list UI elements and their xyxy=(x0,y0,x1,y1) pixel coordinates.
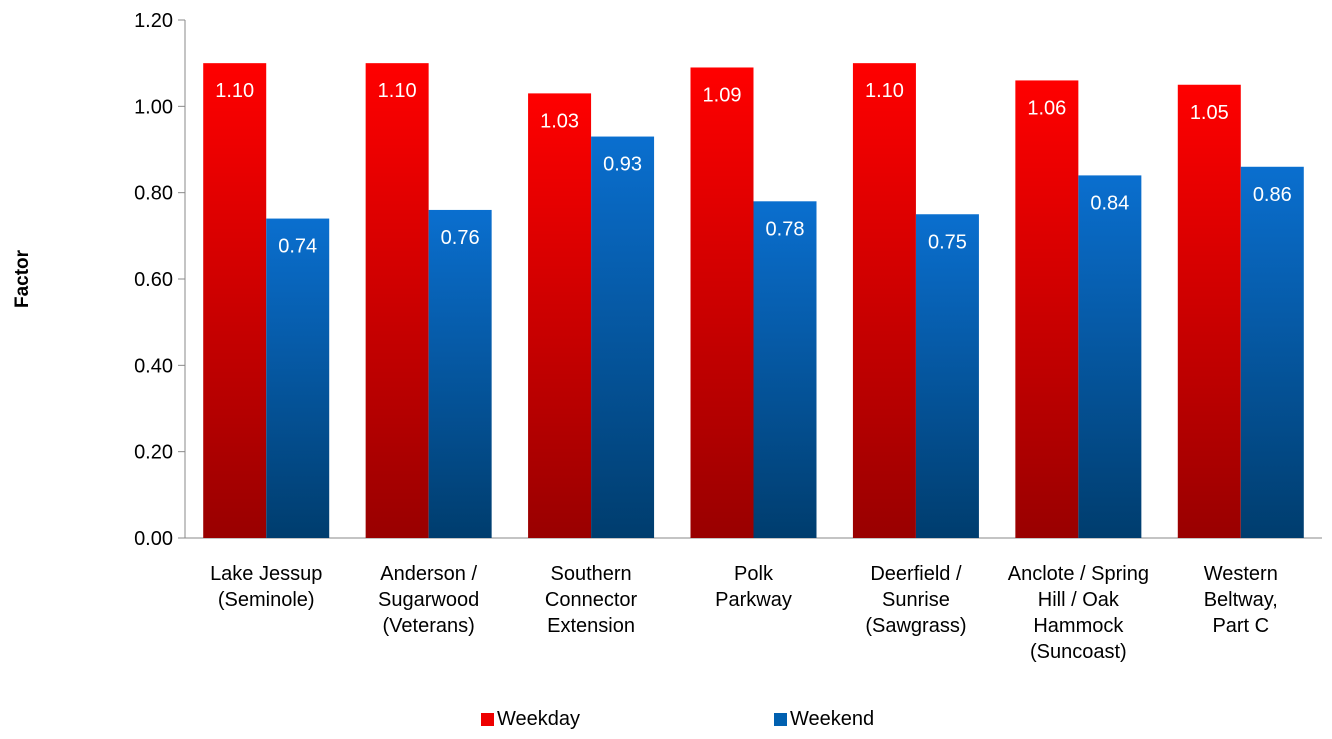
data-label-weekday-1: 1.10 xyxy=(378,80,417,102)
data-label-weekday-5: 1.06 xyxy=(1027,97,1066,119)
bar-weekend-1 xyxy=(428,209,492,538)
category-label-4: Deerfield / xyxy=(870,563,962,585)
bar-weekend-5 xyxy=(1078,175,1142,538)
bar-weekday-1 xyxy=(365,63,429,539)
y-tick-label: 0.80 xyxy=(134,183,173,205)
category-label-2: Southern xyxy=(550,563,631,585)
bar-weekend-6 xyxy=(1240,166,1304,538)
y-tick-label: 1.20 xyxy=(134,10,173,32)
category-label-6: Beltway, xyxy=(1204,589,1278,611)
bar-chart: 0.00 0.20 0.40 0.60 0.80 1.00 1.20 Factor 1.10 0… xyxy=(12,10,1322,663)
bar-weekday-6 xyxy=(1177,84,1241,538)
category-label-4: (Sawgrass) xyxy=(865,615,966,637)
data-label-weekend-4: 0.75 xyxy=(928,231,967,253)
y-tick-label: 0.60 xyxy=(134,269,173,291)
bar-weekend-2 xyxy=(591,136,655,539)
y-axis-title: Factor xyxy=(12,249,33,308)
y-tick-label: 1.00 xyxy=(134,96,173,118)
data-label-weekday-0: 1.10 xyxy=(215,80,254,102)
legend-label-weekday: Weekday xyxy=(497,708,581,730)
category-label-2: Connector xyxy=(545,589,638,611)
data-label-weekday-3: 1.09 xyxy=(703,84,742,106)
category-label-1: Sugarwood xyxy=(378,589,479,611)
data-label-weekend-6: 0.86 xyxy=(1253,184,1292,206)
legend-label-weekend: Weekend xyxy=(790,708,875,730)
data-label-weekend-5: 0.84 xyxy=(1090,192,1129,214)
bar-weekend-3 xyxy=(753,201,817,539)
data-label-weekday-4: 1.10 xyxy=(865,80,904,102)
category-label-3: Polk xyxy=(734,563,774,585)
y-tick-label: 0.20 xyxy=(134,442,173,464)
category-label-1: (Veterans) xyxy=(383,615,475,637)
data-label-weekday-2: 1.03 xyxy=(540,110,579,132)
category-label-5: Hammock xyxy=(1033,615,1124,637)
legend-swatch-weekend xyxy=(774,713,787,726)
category-label-6: Western xyxy=(1204,563,1278,585)
legend-item-weekday: Weekday xyxy=(481,708,580,731)
legend-item-weekend: Weekend xyxy=(774,708,874,731)
bar-weekday-0 xyxy=(203,63,267,539)
data-label-weekend-1: 0.76 xyxy=(441,227,480,249)
category-label-5: Anclote / Spring xyxy=(1008,563,1149,585)
data-label-weekend-2: 0.93 xyxy=(603,154,642,176)
data-label-weekend-3: 0.78 xyxy=(766,218,805,240)
category-label-5: (Suncoast) xyxy=(1030,641,1127,663)
y-tick-label: 0.00 xyxy=(134,528,173,550)
bar-weekend-0 xyxy=(266,218,330,539)
category-label-4: Sunrise xyxy=(882,589,950,611)
data-label-weekend-0: 0.74 xyxy=(278,236,317,258)
data-label-weekday-6: 1.05 xyxy=(1190,102,1229,124)
y-tick-label: 0.40 xyxy=(134,355,173,377)
category-label-2: Extension xyxy=(547,615,635,637)
category-label-6: Part C xyxy=(1212,615,1269,637)
legend: Weekday Weekend xyxy=(0,708,1332,738)
category-label-1: Anderson / xyxy=(380,563,477,585)
bar-weekday-4 xyxy=(852,63,916,539)
legend-swatch-weekday xyxy=(481,713,494,726)
category-label-0: Lake Jessup xyxy=(210,563,322,585)
bar-weekend-4 xyxy=(915,214,979,538)
category-label-5: Hill / Oak xyxy=(1038,589,1120,611)
category-label-3: Parkway xyxy=(715,589,792,611)
category-label-0: (Seminole) xyxy=(218,589,315,611)
bar-weekday-3 xyxy=(690,67,754,538)
bar-weekday-2 xyxy=(528,93,592,538)
bar-weekday-5 xyxy=(1015,80,1079,538)
